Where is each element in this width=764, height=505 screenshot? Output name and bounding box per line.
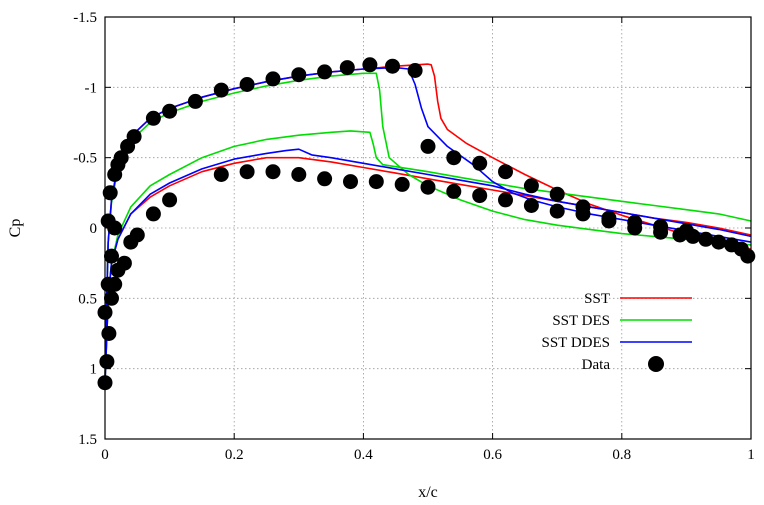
data-point <box>99 354 115 370</box>
data-point <box>213 82 229 98</box>
y-tick-label: 0 <box>90 221 98 237</box>
data-point <box>107 276 123 292</box>
data-point <box>698 231 714 247</box>
y-tick-label: 0.5 <box>78 291 97 307</box>
data-point <box>601 210 617 226</box>
data-point <box>101 326 117 341</box>
x-axis-label: x/c <box>418 484 438 501</box>
legend-label-sst-des: SST DES <box>552 313 610 329</box>
data-point <box>339 60 355 76</box>
data-point <box>145 110 161 126</box>
data-point <box>627 214 643 230</box>
data-point <box>104 290 119 306</box>
y-tick-label: 1 <box>90 362 98 378</box>
data-point <box>446 183 462 199</box>
data-point <box>711 234 727 250</box>
legend-label-sst: SST <box>584 291 610 307</box>
data-point <box>394 176 410 192</box>
legend-label-sst-ddes: SST DDES <box>542 335 611 351</box>
data-point <box>126 129 142 145</box>
data-point <box>113 150 129 166</box>
data-point <box>162 192 178 208</box>
series-layer <box>97 57 756 391</box>
data-point <box>385 58 400 74</box>
data-point <box>343 174 358 190</box>
data-point <box>239 164 255 180</box>
data-point <box>187 93 203 109</box>
x-tick-label: 0.8 <box>612 447 631 463</box>
series-line-sst-des-lower <box>104 130 752 383</box>
data-point <box>102 185 118 201</box>
x-tick-label: 0.6 <box>483 447 502 463</box>
data-point <box>104 248 119 264</box>
data-point <box>239 77 255 92</box>
data-point <box>116 255 132 271</box>
data-point <box>362 57 378 73</box>
data-point <box>100 213 116 229</box>
data-point <box>523 198 539 213</box>
data-point <box>498 164 513 180</box>
data-point <box>420 179 436 195</box>
data-point <box>145 206 161 222</box>
data-point <box>317 171 333 187</box>
y-axis-label: Cp <box>7 219 24 238</box>
data-point <box>549 186 565 202</box>
data-point <box>368 174 384 190</box>
legend-swatch-data <box>648 356 664 372</box>
data-point <box>129 227 145 243</box>
data-point <box>265 164 281 180</box>
data-point <box>523 178 539 194</box>
data-point <box>213 167 229 182</box>
y-tick-label: -1.5 <box>73 10 97 26</box>
ticks: 0 0.2 0.4 0.6 0.8 1 -1.5 -1 -0.5 0 0.5 1 1.5 <box>73 10 755 463</box>
data-point <box>498 192 513 208</box>
series-line-sst-ddes-lower <box>104 148 752 383</box>
y-tick-label: -0.5 <box>73 151 97 167</box>
x-tick-label: 0.2 <box>225 447 244 463</box>
data-point <box>420 138 436 154</box>
data-point <box>162 103 178 119</box>
y-tick-label: -1 <box>85 80 98 96</box>
x-tick-label: 0.4 <box>354 447 373 463</box>
data-point <box>740 248 756 264</box>
y-tick-label: 1.5 <box>78 432 97 448</box>
x-tick-label: 1 <box>747 447 755 463</box>
data-point <box>407 63 423 78</box>
x-tick-label: 0 <box>101 447 109 463</box>
data-point <box>291 167 307 182</box>
legend: SST SST DES SST DDES Data <box>542 291 692 373</box>
data-point <box>653 219 669 235</box>
data-point <box>472 188 488 204</box>
data-point <box>265 71 281 87</box>
data-point <box>575 206 591 222</box>
data-point <box>291 67 307 83</box>
legend-label-data: Data <box>582 357 611 373</box>
data-point <box>317 64 333 80</box>
data-point <box>549 203 565 219</box>
data-point <box>472 155 488 171</box>
data-point <box>678 223 694 239</box>
data-point <box>446 150 462 166</box>
